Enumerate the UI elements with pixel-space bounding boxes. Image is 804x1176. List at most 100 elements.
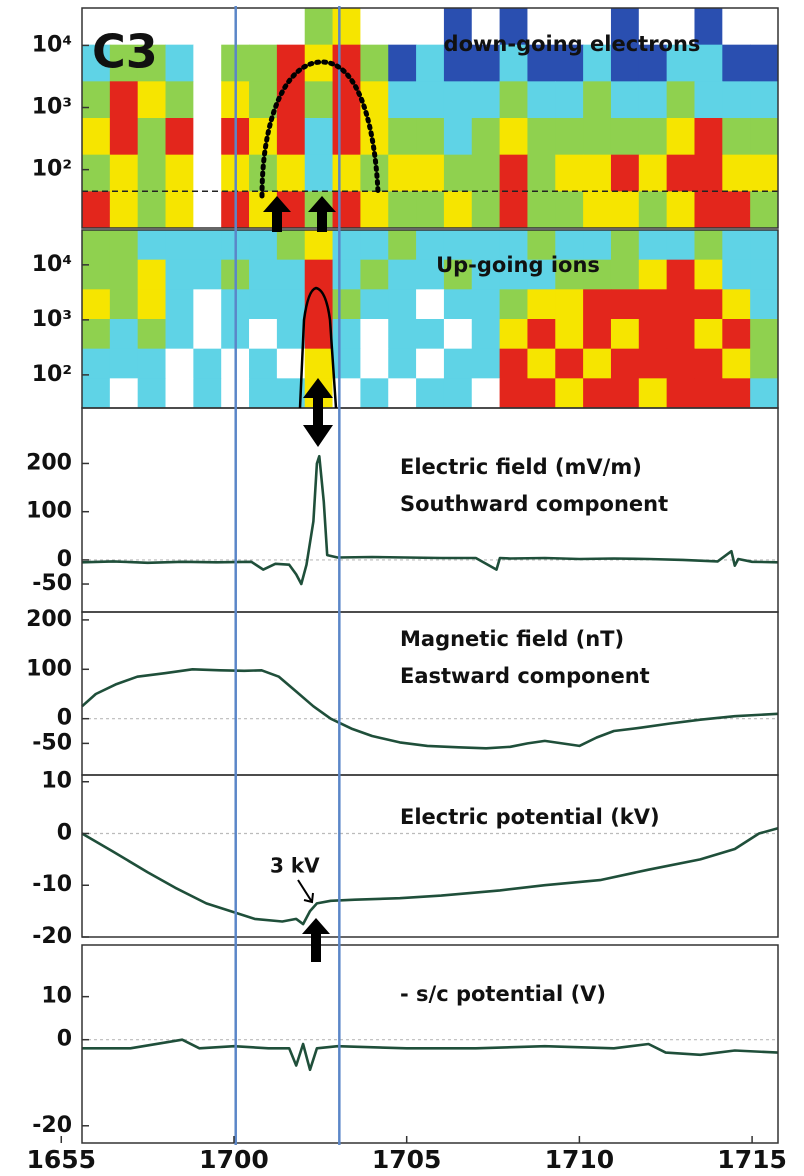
heat-cell [360,8,389,46]
heat-cell [638,191,668,229]
heat-cell [249,118,278,156]
heat-cell [555,81,584,119]
heat-cell [610,118,640,156]
heat-cell [499,289,528,320]
heat-cell [666,118,695,156]
heat-cell [638,118,668,156]
heat-cell [82,118,111,156]
heat-cell [694,348,723,379]
heat-cell [332,319,361,350]
panel-title: - s/c potential (V) [400,982,606,1006]
heat-cell [722,191,751,229]
heat-cell [527,378,556,409]
heat-cell [471,378,501,409]
heat-cell [499,378,528,409]
panel-frame [81,944,779,1144]
heat-cell [499,154,528,192]
heat-cell [193,154,222,192]
heat-cell [165,81,194,119]
heat-cell [722,44,751,82]
heat-cell [443,8,473,46]
heat-cell [165,230,194,261]
y-tick-label: 10² [32,157,72,182]
heat-cell [416,118,445,156]
heat-cell [750,154,779,192]
heat-cell [471,44,501,82]
heat-cell [555,348,584,379]
heat-cell [137,154,167,192]
heat-cell [722,118,751,156]
heat-cell [360,230,389,261]
heat-cell [249,44,278,82]
heat-cell [722,154,751,192]
heat-cell [750,319,779,350]
heat-cell [332,154,361,192]
heat-cell [443,259,473,290]
heat-cell [388,81,417,119]
heat-cell [583,319,612,350]
heat-cell [666,378,695,409]
heat-cell [555,259,584,290]
heat-cell [109,319,139,350]
y-tick-label: 10 [41,769,72,794]
heat-cell [527,154,556,192]
heat-cell [416,230,445,261]
heat-cell [610,81,640,119]
heat-cell [304,259,334,290]
heat-cell [555,154,584,192]
heat-cell [638,319,668,350]
heat-cell [249,230,278,261]
heat-cell [666,230,695,261]
heat-cell [638,230,668,261]
heat-cell [499,44,528,82]
heat-cell [193,259,222,290]
heat-cell [137,230,167,261]
heat-cell [471,348,501,379]
heat-cell [388,118,417,156]
heat-cell [276,319,306,350]
heat-cell [638,8,668,46]
data-line [81,827,779,926]
heat-cell [610,8,640,46]
heat-cell [388,154,417,192]
heat-cell [276,81,306,119]
heat-cell [610,259,640,290]
heat-cell [82,154,111,192]
heat-cell [193,118,222,156]
heat-cell [416,259,445,290]
heat-cell [610,154,640,192]
arrow [263,196,291,232]
heat-cell [610,289,640,320]
heat-cell [443,230,473,261]
heat-cell [443,319,473,350]
heat-cell [527,191,556,229]
heat-cell [388,378,417,409]
heat-cell [193,378,222,409]
heat-cell [583,154,612,192]
heat-cell [527,319,556,350]
heat-cell [722,378,751,409]
heat-cell [165,348,194,379]
heat-cell [694,44,723,82]
heat-cell [137,191,167,229]
heat-cell [137,81,167,119]
heat-cell [193,8,222,46]
y-tick-label: 100 [26,656,72,681]
heat-cell [694,118,723,156]
heat-cell [499,8,528,46]
heat-cell [750,118,779,156]
heat-cell [750,8,779,46]
heat-cell [583,259,612,290]
heat-cell [416,378,445,409]
data-line [81,454,779,586]
heat-cell [555,44,584,82]
heat-cell [137,118,167,156]
heat-cell [555,230,584,261]
heat-cell [165,118,194,156]
data-line [81,668,779,750]
heat-cell [276,154,306,192]
heat-cell [610,348,640,379]
heat-cell [165,259,194,290]
x-tick-label: 1700 [199,1145,269,1174]
heat-cell [388,8,417,46]
